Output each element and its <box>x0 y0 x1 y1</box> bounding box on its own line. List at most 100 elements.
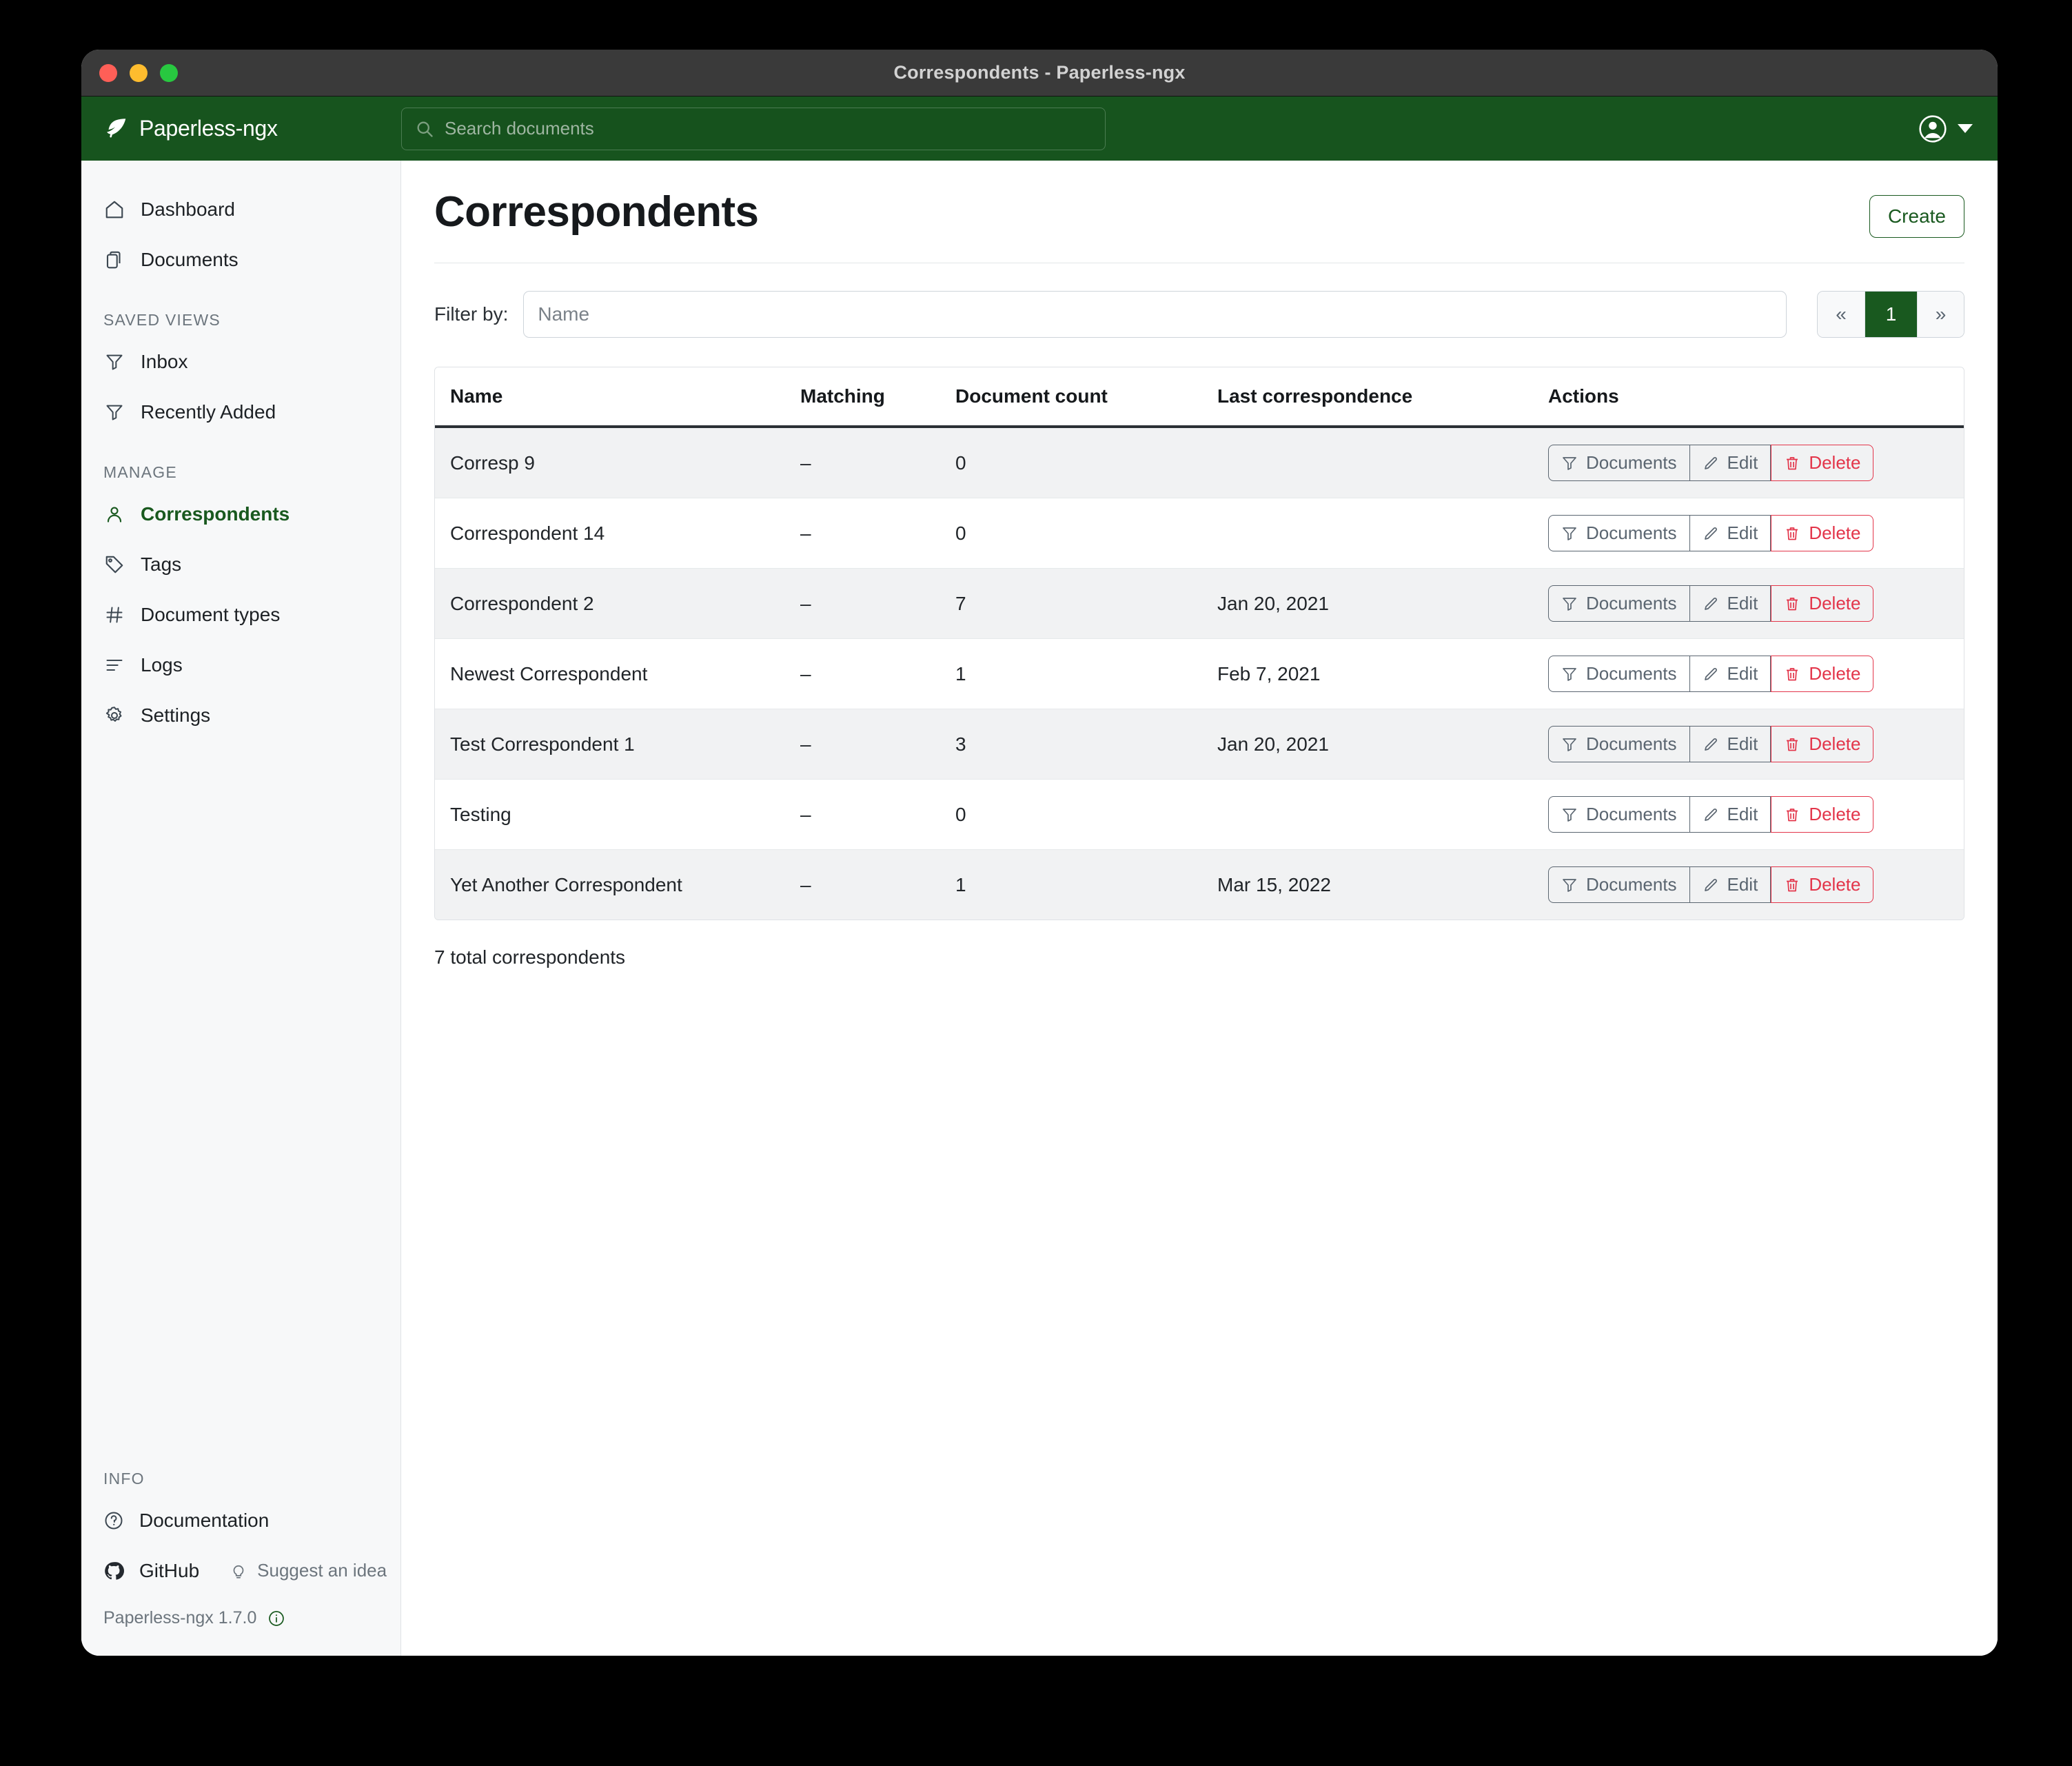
cell-matching: – <box>800 873 811 895</box>
column-header-matching[interactable]: Matching <box>800 367 955 428</box>
column-header-last-correspondence[interactable]: Last correspondence <box>1217 367 1548 428</box>
row-documents-button[interactable]: Documents <box>1548 866 1690 903</box>
row-documents-button[interactable]: Documents <box>1548 585 1690 622</box>
window-controls <box>99 63 178 82</box>
row-edit-label: Edit <box>1727 452 1758 473</box>
cell-actions: Documents Edit Delete <box>1548 850 1964 920</box>
filter-row: Filter by: « 1 » <box>434 291 1964 338</box>
row-documents-label: Documents <box>1586 663 1677 684</box>
cell-actions: Documents Edit Delete <box>1548 568 1964 639</box>
sidebar-item-label: Correspondents <box>141 503 290 525</box>
pagination-next-button[interactable]: » <box>1917 292 1964 337</box>
row-documents-button[interactable]: Documents <box>1548 726 1690 762</box>
column-header-document-count[interactable]: Document count <box>955 367 1217 428</box>
row-edit-label: Edit <box>1727 522 1758 543</box>
cell-name: Corresp 9 <box>435 427 800 498</box>
sidebar-item-label: Logs <box>141 653 183 676</box>
row-delete-button[interactable]: Delete <box>1771 726 1874 762</box>
cell-name: Test Correspondent 1 <box>435 709 800 780</box>
column-header-name[interactable]: Name <box>435 367 800 428</box>
maximize-window-button[interactable] <box>160 63 178 82</box>
account-menu[interactable] <box>1918 114 1973 144</box>
pagination-page-1-button[interactable]: 1 <box>1865 292 1917 337</box>
info-circle-icon[interactable] <box>267 1610 285 1627</box>
account-circle-icon <box>1918 114 1948 144</box>
row-edit-button[interactable]: Edit <box>1689 656 1771 692</box>
row-documents-button[interactable]: Documents <box>1548 445 1690 481</box>
row-documents-label: Documents <box>1586 522 1677 543</box>
application-window: Correspondents - Paperless-ngx Paperless… <box>81 50 1998 1656</box>
page-title: Correspondents <box>434 188 759 236</box>
filter-name-input[interactable] <box>523 291 1787 338</box>
sidebar-item-label: Inbox <box>141 350 188 372</box>
sidebar-item-inbox[interactable]: Inbox <box>81 336 400 387</box>
row-edit-button[interactable]: Edit <box>1689 726 1771 762</box>
sidebar-item-label: Recently Added <box>141 400 276 423</box>
sidebar-item-logs[interactable]: Logs <box>81 640 400 690</box>
row-edit-button[interactable]: Edit <box>1689 585 1771 622</box>
row-action-group: Documents Edit Delete <box>1548 866 1964 903</box>
filter-label: Filter by: <box>434 303 509 325</box>
row-edit-button[interactable]: Edit <box>1689 445 1771 481</box>
sidebar: Dashboard Documents SAVED VIEWS <box>81 161 401 1656</box>
cell-name: Newest Correspondent <box>435 638 800 709</box>
sidebar-item-label: Tags <box>141 553 182 575</box>
row-documents-button[interactable]: Documents <box>1548 796 1690 833</box>
sidebar-item-tags[interactable]: Tags <box>81 539 400 589</box>
row-documents-label: Documents <box>1586 874 1677 895</box>
row-delete-label: Delete <box>1809 663 1861 684</box>
gear-icon <box>103 704 125 727</box>
sidebar-info-block: INFO Documentation <box>81 1443 400 1656</box>
sidebar-item-settings[interactable]: Settings <box>81 690 400 740</box>
row-delete-button[interactable]: Delete <box>1771 656 1874 692</box>
pencil-icon <box>1703 525 1719 542</box>
filter-icon <box>1561 596 1578 612</box>
search-icon <box>415 119 434 139</box>
sidebar-item-label[interactable]: GitHub <box>139 1559 200 1581</box>
row-delete-button[interactable]: Delete <box>1771 585 1874 622</box>
window-titlebar: Correspondents - Paperless-ngx <box>81 50 1998 97</box>
sidebar-item-correspondents[interactable]: Correspondents <box>81 489 400 539</box>
sidebar-item-recently-added[interactable]: Recently Added <box>81 387 400 437</box>
sidebar-item-document-types[interactable]: Document types <box>81 589 400 640</box>
cell-matching: – <box>800 568 955 639</box>
row-delete-label: Delete <box>1809 733 1861 754</box>
brand-link[interactable]: Paperless-ngx <box>103 116 401 141</box>
trash-icon <box>1784 806 1800 823</box>
row-edit-button[interactable]: Edit <box>1689 796 1771 833</box>
row-delete-button[interactable]: Delete <box>1771 796 1874 833</box>
row-edit-button[interactable]: Edit <box>1689 515 1771 551</box>
close-window-button[interactable] <box>99 63 117 82</box>
row-delete-button[interactable]: Delete <box>1771 515 1874 551</box>
search-input[interactable] <box>401 107 1106 150</box>
row-delete-label: Delete <box>1809 452 1861 473</box>
global-search[interactable] <box>401 107 1106 150</box>
row-edit-button[interactable]: Edit <box>1689 866 1771 903</box>
sidebar-item-label: Documentation <box>139 1509 270 1531</box>
cell-matching: – <box>800 498 955 569</box>
row-documents-label: Documents <box>1586 593 1677 613</box>
filter-icon <box>1561 455 1578 471</box>
row-delete-button[interactable]: Delete <box>1771 866 1874 903</box>
pencil-icon <box>1703 806 1719 823</box>
filter-icon <box>1561 666 1578 682</box>
create-button[interactable]: Create <box>1869 195 1964 238</box>
sidebar-item-suggest-an-idea[interactable]: Suggest an idea <box>230 1560 387 1581</box>
cell-name: Correspondent 14 <box>435 498 800 569</box>
pagination-prev-button[interactable]: « <box>1818 292 1865 337</box>
cell-name: Yet Another Correspondent <box>450 873 682 895</box>
sidebar-item-documents[interactable]: Documents <box>81 234 400 285</box>
cell-last-correspondence <box>1217 779 1548 850</box>
row-documents-label: Documents <box>1586 804 1677 824</box>
filter-icon <box>103 351 125 373</box>
row-delete-button[interactable]: Delete <box>1771 445 1874 481</box>
app-header: Paperless-ngx <box>81 97 1998 161</box>
sidebar-item-dashboard[interactable]: Dashboard <box>81 184 400 234</box>
row-documents-button[interactable]: Documents <box>1548 515 1690 551</box>
row-documents-button[interactable]: Documents <box>1548 656 1690 692</box>
filter-icon <box>1561 877 1578 893</box>
home-icon <box>103 199 125 221</box>
sidebar-item-documentation[interactable]: Documentation <box>81 1495 400 1545</box>
minimize-window-button[interactable] <box>130 63 148 82</box>
